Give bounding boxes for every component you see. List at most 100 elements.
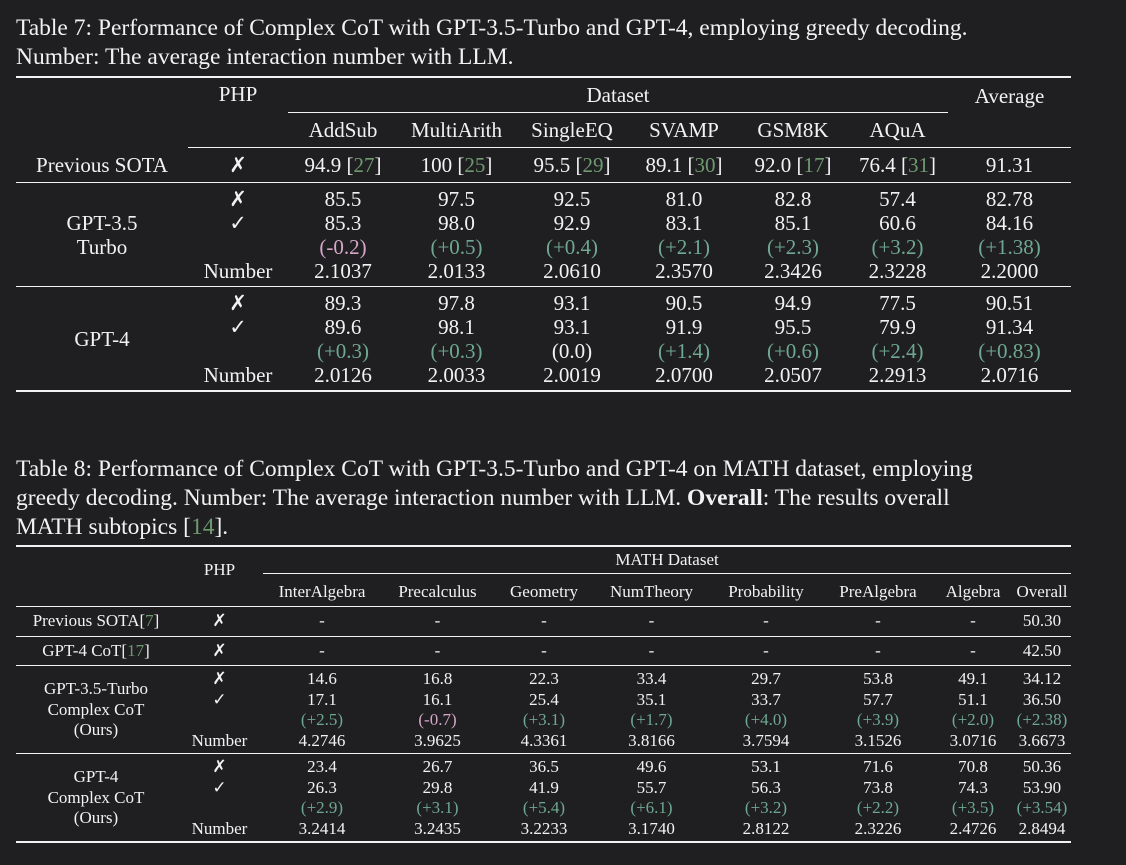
table8-cell: 16.8 16.1 (-0.7) 3.9625 (381, 665, 494, 754)
table8-caption: Table 8: Performance of Complex CoT with… (16, 455, 1076, 542)
table7-cell: 89.1 [30] (629, 147, 739, 183)
citation-link[interactable]: 30 (694, 153, 716, 177)
table7-caption-line2: Number: The average interaction number w… (16, 44, 514, 70)
table8-cell: 14.6 17.1 (+2.5) 4.2746 (263, 665, 381, 754)
table7-col-header: MultiArith (410, 118, 502, 142)
table7: PHP Dataset Average AddSub MultiArith Si… (16, 76, 1071, 392)
table8-corner (16, 545, 176, 607)
table7-dataset-header: Dataset (288, 78, 948, 113)
table7-corner (16, 78, 188, 148)
table8-group-label: GPT-3.5-Turbo Complex CoT (Ours) (16, 665, 176, 754)
table8-php-col: ✗ ✓ Number (176, 753, 263, 843)
table7-cell: 85.5 85.3 (-0.2) 2.1037 (288, 182, 398, 287)
table7-col-header: AddSub (308, 118, 378, 142)
table7-cell: 94.9 95.5 (+0.6) 2.0507 (739, 286, 847, 392)
table8-row-label: Previous SOTA[7] (16, 606, 176, 636)
table7-col-header: SVAMP (649, 118, 719, 142)
table8-col-header: Precalculus (398, 581, 477, 601)
table7-cell: 82.8 85.1 (+2.3) 2.3426 (739, 182, 847, 287)
table8-cell: - (494, 606, 594, 636)
citation-link[interactable]: 29 (582, 153, 604, 177)
table8-cell: - (494, 635, 594, 666)
table8-dataset-header: MATH Dataset (263, 545, 1072, 574)
table7-cell: 57.4 60.6 (+3.2) 2.3228 (847, 182, 948, 287)
table8-cell: 49.6 55.7 (+6.1) 3.1740 (594, 753, 709, 843)
table7-php-col: ✗ ✓ Number (188, 286, 288, 392)
table7-row-label: Previous SOTA (36, 152, 168, 177)
table8-overall-cell: 50.30 (1013, 606, 1072, 636)
table8-cell: - (823, 606, 933, 636)
table7-cell: 81.0 83.1 (+2.1) 2.3570 (629, 182, 739, 287)
table8-col-header: Algebra (945, 581, 1001, 601)
table8-cell: 23.4 26.3 (+2.9) 3.2414 (263, 753, 381, 843)
table8-cell: 53.1 56.3 (+3.2) 2.8122 (709, 753, 823, 843)
table8-php-cross: ✗ (176, 606, 263, 636)
table8-overall-cell: 50.36 53.90 (+3.54) 2.8494 (1013, 753, 1072, 843)
table7-col-header: GSM8K (757, 118, 829, 142)
table7-cell: 97.5 98.0 (+0.5) 2.0133 (398, 182, 515, 287)
table8-cell: - (381, 606, 494, 636)
table8-overall-cell: 34.12 36.50 (+2.38) 3.6673 (1013, 665, 1072, 754)
table8-cell: 26.7 29.8 (+3.1) 3.2435 (381, 753, 494, 843)
citation-link[interactable]: 7 (145, 611, 154, 630)
table7-caption: Table 7: Performance of Complex CoT with… (16, 14, 1096, 72)
table7-average-cell: 91.31 (948, 147, 1071, 183)
table8-col-header: Probability (728, 581, 804, 601)
table8-col-header: NumTheory (609, 581, 694, 601)
citation-link[interactable]: 27 (353, 153, 375, 177)
table8-cell: - (381, 635, 494, 666)
table7-average-cell: 82.78 84.16 (+1.38) 2.2000 (948, 182, 1071, 287)
table7-cell: 95.5 [29] (515, 147, 629, 183)
table7-col-header: AQuA (869, 118, 926, 142)
citation-link[interactable]: 17 (803, 153, 825, 177)
table8-cell: 49.1 51.1 (+2.0) 3.0716 (933, 665, 1013, 754)
table7-cell: 89.3 89.6 (+0.3) 2.0126 (288, 286, 398, 392)
table8-cell: - (933, 635, 1013, 666)
citation-link[interactable]: 14 (190, 514, 215, 540)
table8-cell: 29.7 33.7 (+4.0) 3.7594 (709, 665, 823, 754)
citation-link[interactable]: 17 (127, 640, 145, 660)
table8-col-header: PreAlgebra (839, 581, 917, 601)
citation-link[interactable]: 25 (464, 153, 486, 177)
table8-col-header: InterAlgebra (278, 581, 366, 601)
table7-cell: 100 [25] (398, 147, 515, 183)
table8-col-header: Geometry (510, 581, 578, 601)
table8-cell: - (933, 606, 1013, 636)
table7-average-header: Average (974, 84, 1045, 108)
table7-cell: 94.9 [27] (288, 147, 398, 183)
table7-cell: 97.8 98.1 (+0.3) 2.0033 (398, 286, 515, 392)
table8-overall-cell: 42.50 (1013, 635, 1072, 666)
table8-cell: - (263, 635, 381, 666)
citation-link[interactable]: 31 (908, 153, 929, 177)
table8-row-label: GPT-4 CoT[17] (16, 635, 176, 666)
table8-cell: 33.4 35.1 (+1.7) 3.8166 (594, 665, 709, 754)
table7-group-label: GPT-4 (16, 286, 188, 392)
table8-php-col: ✗ ✓ Number (176, 665, 263, 754)
table8-caption-line2: greedy decoding. Number: The average int… (16, 485, 950, 511)
table8-caption-line3: MATH subtopics [14]. (16, 514, 229, 540)
table8-group-label: GPT-4 Complex CoT (Ours) (16, 753, 176, 843)
table7-cell: 93.1 93.1 (0.0) 2.0019 (515, 286, 629, 392)
table8-cell: 53.8 57.7 (+3.9) 3.1526 (823, 665, 933, 754)
table8-cell: 70.8 74.3 (+3.5) 2.4726 (933, 753, 1013, 843)
table8-cell: - (709, 606, 823, 636)
table7-php-header: PHP (218, 82, 258, 106)
table7-caption-line1: Table 7: Performance of Complex CoT with… (16, 15, 968, 41)
table8-cell: 71.6 73.8 (+2.2) 2.3226 (823, 753, 933, 843)
table8-cell: - (823, 635, 933, 666)
table7-col-header: SingleEQ (531, 118, 613, 142)
table7-cell: 77.5 79.9 (+2.4) 2.2913 (847, 286, 948, 392)
table8-php-header: PHP (176, 545, 263, 607)
table8-col-header: Overall (1016, 581, 1068, 601)
table7-average-cell: 90.51 91.34 (+0.83) 2.0716 (948, 286, 1071, 392)
table7-cell: 92.5 92.9 (+0.4) 2.0610 (515, 182, 629, 287)
table8: PHP MATH Dataset InterAlgebra Precalculu… (16, 545, 1072, 843)
table8-cell: - (263, 606, 381, 636)
table8-cell: - (594, 606, 709, 636)
table8-cell: 22.3 25.4 (+3.1) 4.3361 (494, 665, 594, 754)
table8-cell: 36.5 41.9 (+5.4) 3.2233 (494, 753, 594, 843)
table7-php-cross: ✗ (188, 147, 288, 183)
table7-cell: 76.4 [31] (847, 147, 948, 183)
table7-group-label: GPT-3.5 Turbo (16, 182, 188, 287)
table7-php-col: ✗ ✓ Number (188, 182, 288, 287)
